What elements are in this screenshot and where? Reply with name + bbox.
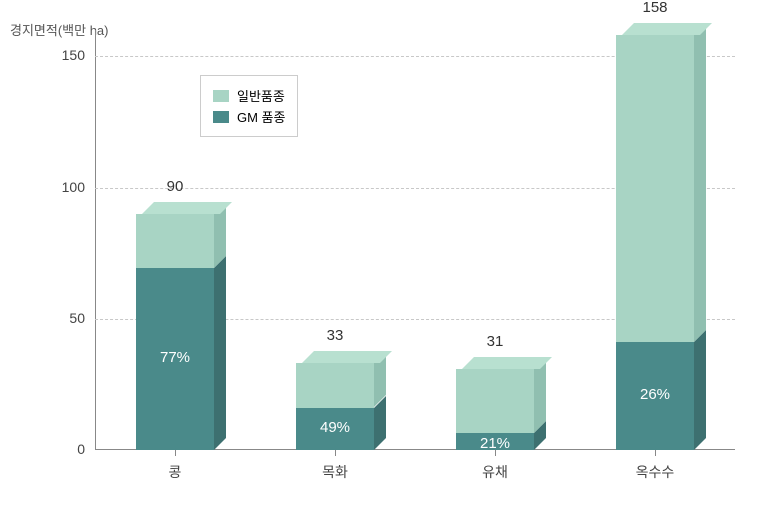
bar-side-gm [694,330,706,450]
bar-top-cap [622,23,712,35]
x-tick-mark [175,450,176,456]
bar-segment-normal [616,35,694,342]
bar-pct-label: 26% [616,386,694,403]
x-tick-mark [495,450,496,456]
bar-group: 3349% [296,363,374,450]
plot-area: 9077%3349%3121%15826% [95,30,735,450]
bar-top-cap [142,202,232,214]
y-tick-label: 0 [35,441,85,457]
bar-side-normal [694,23,706,342]
bar-pct-label: 49% [296,419,374,436]
legend-item: 일반품종 [213,86,285,105]
x-tick-mark [655,450,656,456]
bar-top-cap [462,357,552,369]
legend: 일반품종 GM 품종 [200,75,298,137]
x-tick-mark [335,450,336,456]
legend-item: GM 품종 [213,107,285,126]
x-tick-label: 옥수수 [615,462,695,482]
bar-top-cap [302,351,392,363]
bar-total-label: 90 [136,178,214,195]
bar-total-label: 158 [616,0,694,16]
x-tick-label: 유채 [455,462,535,482]
legend-swatch [213,90,229,102]
bar-total-label: 31 [456,333,534,350]
legend-label: 일반품종 [237,86,285,105]
x-tick-label: 목화 [295,462,375,482]
y-tick-label: 50 [35,310,85,326]
bar-group: 15826% [616,35,694,450]
x-tick-label: 콩 [135,462,215,482]
bar-pct-label: 77% [136,349,214,366]
legend-label: GM 품종 [237,107,285,126]
bar-side-gm [214,256,226,450]
bar-total-label: 33 [296,327,374,344]
y-axis-title: 경지면적(백만 ha) [10,20,109,39]
bar-group: 3121% [456,369,534,450]
bar-group: 9077% [136,214,214,450]
chart-container: 경지면적(백만 ha) 9077%3349%3121%15826% 일반품종GM… [0,0,778,506]
y-tick-label: 100 [35,179,85,195]
y-tick-label: 150 [35,47,85,63]
legend-swatch [213,111,229,123]
y-axis-line [95,30,96,450]
